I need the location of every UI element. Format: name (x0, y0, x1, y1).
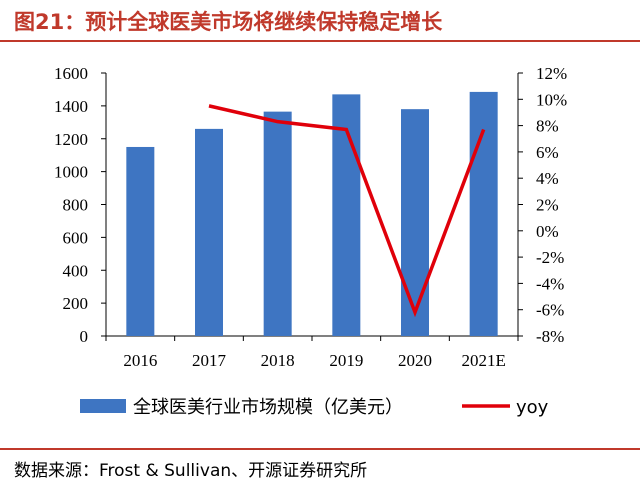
bar (401, 109, 429, 336)
bar (263, 111, 292, 336)
y-right-tick-label: -2% (536, 248, 564, 267)
x-tick-label: 2017 (192, 351, 227, 370)
source-note: 数据来源：Frost & Sullivan、开源证券研究所 (14, 461, 368, 481)
y-right-tick-label: 12% (536, 64, 567, 83)
bar (469, 91, 498, 336)
legend-line-label: yoy (516, 397, 549, 418)
title-rule (0, 40, 640, 42)
legend-bar-label: 全球医美行业市场规模（亿美元） (133, 397, 403, 418)
y-right-tick-label: 2% (536, 196, 559, 215)
footer-rule (0, 448, 640, 450)
y-right-tick-label: -4% (536, 274, 564, 293)
y-right-tick-label: 10% (536, 90, 567, 109)
yoy-line (208, 104, 486, 318)
y-right-tick-label: 0% (536, 222, 559, 241)
y-left-tick-label: 400 (63, 261, 89, 280)
y-left-tick-label: 1000 (54, 163, 88, 182)
x-tick-label: 2016 (123, 351, 157, 370)
chart: 0 200 400 600 800 1000 1200 1400 1600 -8% -6% -4% -2… (54, 64, 567, 418)
y-right-tick-label: -6% (536, 301, 564, 320)
bar (332, 94, 361, 337)
y-right-tick-label: 4% (536, 169, 559, 188)
y-left-tick-label: 600 (63, 228, 89, 247)
bar (195, 128, 223, 336)
y-left-tick-label: 1600 (54, 64, 88, 83)
y-right-tick-label: 6% (536, 143, 559, 162)
x-tick-label: 2020 (398, 351, 432, 370)
y-left-tick-label: 800 (63, 196, 89, 215)
y-left-tick-label: 1200 (54, 130, 88, 149)
y-left-tick-label: 200 (63, 294, 89, 313)
x-tick-label: 2019 (329, 351, 363, 370)
y-left-tick-label: 0 (80, 327, 89, 346)
figure-title: 图21：预计全球医美市场将继续保持稳定增长 (14, 10, 443, 34)
y-right-tick-label: 8% (536, 117, 559, 136)
y-left-tick-label: 1400 (54, 97, 88, 116)
y-right-tick-label: -8% (536, 327, 564, 346)
legend-bar-swatch (80, 399, 126, 413)
x-tick-label: 2018 (261, 351, 295, 370)
x-tick-label: 2021E (461, 351, 505, 370)
bar (126, 146, 155, 336)
